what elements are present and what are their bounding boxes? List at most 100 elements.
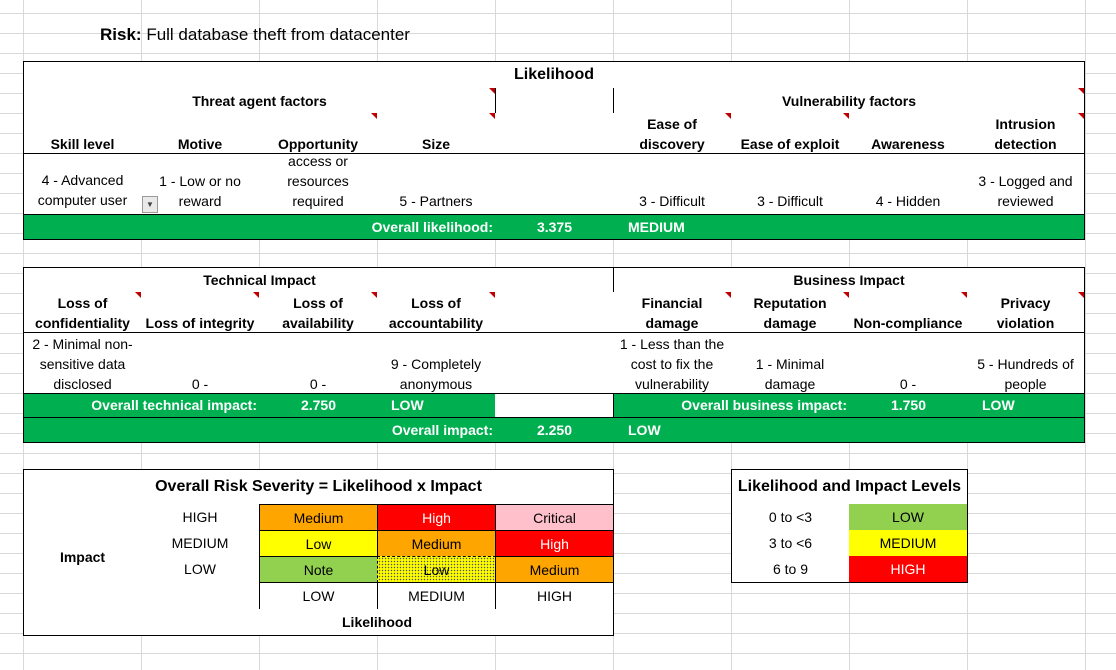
value-opportunity[interactable]: access or resources required (259, 153, 378, 215)
impact-gap-title[interactable] (495, 267, 614, 293)
levels-level-medium[interactable]: MEDIUM (849, 530, 968, 557)
impact-gap-overall[interactable] (495, 393, 614, 418)
header-opportunity[interactable]: Opportunity (259, 113, 378, 154)
value-loss-integrity[interactable]: 0 - (141, 332, 260, 394)
likelihood-gap-value[interactable] (495, 153, 614, 215)
value-motive[interactable]: 1 - Low or no reward (141, 153, 260, 215)
overall-business-impact-value: 1.750 (849, 394, 968, 415)
severity-cell-low-low[interactable]: Note (259, 556, 378, 583)
header-loss-availability-line1: Loss of (293, 294, 343, 311)
vulnerability-title[interactable]: Vulnerability factors (613, 88, 1085, 114)
value-intrusion-detection[interactable]: 3 - Logged and reviewed (967, 153, 1085, 215)
value-skill-level[interactable]: 4 - Advanced computer user (23, 153, 142, 215)
risk-title: Risk: Full database theft from datacente… (100, 25, 410, 45)
value-ease-of-exploit[interactable]: 3 - Difficult (731, 153, 850, 215)
likelihood-gap-header[interactable] (495, 113, 614, 154)
value-loss-accountability[interactable]: 9 - Completely anonymous (377, 332, 496, 394)
threat-agent-title[interactable]: Threat agent factors (23, 88, 496, 114)
business-impact-title[interactable]: Business Impact (613, 267, 1085, 293)
header-size[interactable]: Size (377, 113, 496, 154)
header-loss-accountability[interactable]: Loss of accountability (377, 292, 496, 333)
header-privacy-violation[interactable]: Privacy violation (967, 292, 1085, 333)
matrix-blank-corner[interactable] (141, 582, 260, 610)
header-ease-of-exploit[interactable]: Ease of exploit (731, 113, 850, 154)
overall-likelihood-label: Overall likelihood: (300, 215, 495, 238)
value-financial-damage-line3: vulnerability (635, 376, 709, 392)
header-reputation-damage[interactable]: Reputation damage (731, 292, 850, 333)
value-financial-damage-line1: 1 - Less than the (619, 336, 725, 352)
risk-description: Full database theft from datacenter (146, 25, 410, 44)
header-intrusion-detection-line2: detection (994, 135, 1057, 152)
overall-likelihood-level: MEDIUM (628, 215, 728, 238)
severity-cell-high-low[interactable]: Medium (259, 504, 378, 531)
header-non-compliance[interactable]: Non-compliance (849, 292, 968, 333)
levels-title[interactable]: Likelihood and Impact Levels (731, 469, 968, 505)
header-loss-availability[interactable]: Loss of availability (259, 292, 378, 333)
severity-cell-high-medium[interactable]: High (377, 504, 496, 531)
likelihood-col-label-low[interactable]: LOW (259, 582, 378, 610)
impact-axis-label[interactable]: Impact (23, 504, 142, 610)
header-loss-confidentiality[interactable]: Loss of confidentiality (23, 292, 142, 333)
likelihood-axis-label[interactable]: Likelihood (141, 609, 614, 636)
likelihood-axis-blank[interactable] (23, 609, 142, 636)
impact-gap-value[interactable] (495, 332, 614, 394)
header-loss-integrity[interactable]: Loss of integrity (141, 292, 260, 333)
overall-impact-level: LOW (628, 418, 728, 441)
value-size[interactable]: 5 - Partners (377, 153, 496, 215)
header-loss-accountability-line2: accountability (388, 314, 484, 331)
value-loss-availability[interactable]: 0 - (259, 332, 378, 394)
value-loss-confidentiality-line1: 2 - Minimal non- (32, 336, 133, 352)
severity-cell-medium-low[interactable]: Low (259, 530, 378, 557)
severity-title[interactable]: Overall Risk Severity = Likelihood x Imp… (23, 469, 614, 505)
likelihood-col-label-medium[interactable]: MEDIUM (377, 582, 496, 610)
value-opportunity-line3: required (292, 193, 344, 209)
value-ease-of-discovery[interactable]: 3 - Difficult (613, 153, 732, 215)
header-ease-of-discovery[interactable]: Ease of discovery (613, 113, 732, 154)
severity-cell-medium-high[interactable]: High (495, 530, 614, 557)
header-intrusion-detection[interactable]: Intrusion detection (967, 113, 1085, 154)
header-awareness[interactable]: Awareness (849, 113, 968, 154)
value-loss-confidentiality[interactable]: 2 - Minimal non- sensitive data disclose… (23, 332, 142, 394)
levels-range-low[interactable]: 0 to <3 (731, 504, 850, 531)
likelihood-title[interactable]: Likelihood (23, 61, 1085, 89)
chevron-down-icon: ▼ (146, 200, 154, 209)
header-financial-damage[interactable]: Financial damage (613, 292, 732, 333)
header-motive[interactable]: Motive (141, 113, 260, 154)
impact-row-label-medium[interactable]: MEDIUM (141, 530, 260, 557)
likelihood-col-label-high[interactable]: HIGH (495, 582, 614, 610)
header-ease-of-discovery-line1: Ease of (647, 115, 697, 132)
severity-cell-high-high[interactable]: Critical (495, 504, 614, 531)
likelihood-blank-cell[interactable] (495, 88, 614, 114)
overall-business-impact-label: Overall business impact: (640, 394, 850, 415)
value-reputation-damage-line2: damage (764, 376, 816, 392)
impact-row-label-high[interactable]: HIGH (141, 504, 260, 531)
header-skill-level[interactable]: Skill level (23, 113, 142, 154)
impact-gap-header[interactable] (495, 292, 614, 333)
impact-row-label-low[interactable]: LOW (141, 556, 260, 583)
severity-cell-low-medium-selected[interactable]: Low (377, 556, 496, 583)
overall-impact-label: Overall impact: (300, 418, 495, 441)
value-intrusion-detection-line1: 3 - Logged and (978, 173, 1073, 189)
value-loss-confidentiality-line2: sensitive data (39, 356, 126, 372)
value-opportunity-line2: resources (287, 173, 349, 189)
overall-likelihood-value: 3.375 (496, 215, 613, 238)
severity-cell-low-high[interactable]: Medium (495, 556, 614, 583)
value-privacy-violation[interactable]: 5 - Hundreds of people (967, 332, 1085, 394)
levels-range-medium[interactable]: 3 to <6 (731, 530, 850, 557)
levels-level-low[interactable]: LOW (849, 504, 968, 531)
value-reputation-damage[interactable]: 1 - Minimal damage (731, 332, 850, 394)
dropdown-arrow-button[interactable]: ▼ (142, 196, 158, 213)
value-non-compliance[interactable]: 0 - (849, 332, 968, 394)
severity-cell-medium-medium[interactable]: Medium (377, 530, 496, 557)
overall-impact-value: 2.250 (496, 418, 613, 441)
header-ease-of-discovery-line2: discovery (639, 135, 705, 152)
levels-level-high[interactable]: HIGH (849, 556, 968, 583)
overall-technical-impact-label: Overall technical impact: (60, 394, 260, 415)
value-opportunity-line1: access or (288, 153, 348, 169)
value-financial-damage[interactable]: 1 - Less than the cost to fix the vulner… (613, 332, 732, 394)
technical-impact-title[interactable]: Technical Impact (23, 267, 496, 293)
header-financial-damage-line2: damage (645, 314, 699, 331)
levels-range-high[interactable]: 6 to 9 (731, 556, 850, 583)
value-loss-accountability-line2: anonymous (399, 376, 473, 392)
value-awareness[interactable]: 4 - Hidden (849, 153, 968, 215)
